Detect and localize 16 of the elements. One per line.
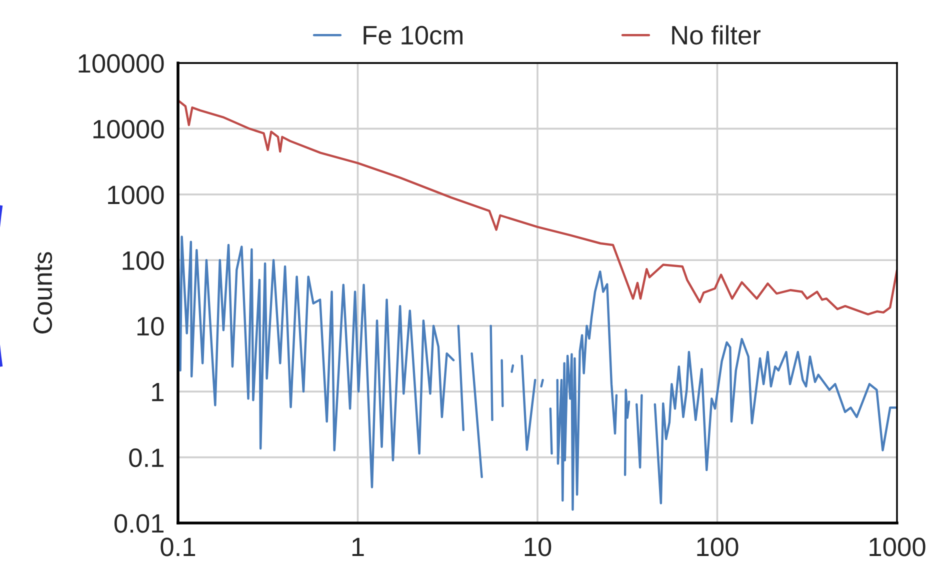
x-tick-label: 10 (524, 538, 552, 556)
x-tick-label: 0.1 (160, 538, 196, 556)
y-tick-label: 0.1 (129, 448, 164, 468)
y-tick-label: 10000 (93, 120, 164, 139)
y-tick-label: 0.01 (114, 514, 164, 533)
y-tick-label: 1000 (108, 186, 164, 204)
y-tick-label: 1 (152, 382, 164, 402)
y-tick-label: 100000 (78, 54, 164, 73)
legend-label: Fe 10cm (364, 26, 462, 45)
x-tick-label: 100 (697, 538, 738, 556)
y-axis-title: Counts (33, 252, 52, 334)
x-tick-label: 1 (352, 538, 364, 556)
y-tick-label: 10 (137, 316, 164, 336)
legend-label: No filter (672, 25, 761, 45)
x-tick-label: 1000 (870, 538, 926, 556)
y-tick-label: 100 (122, 251, 164, 270)
